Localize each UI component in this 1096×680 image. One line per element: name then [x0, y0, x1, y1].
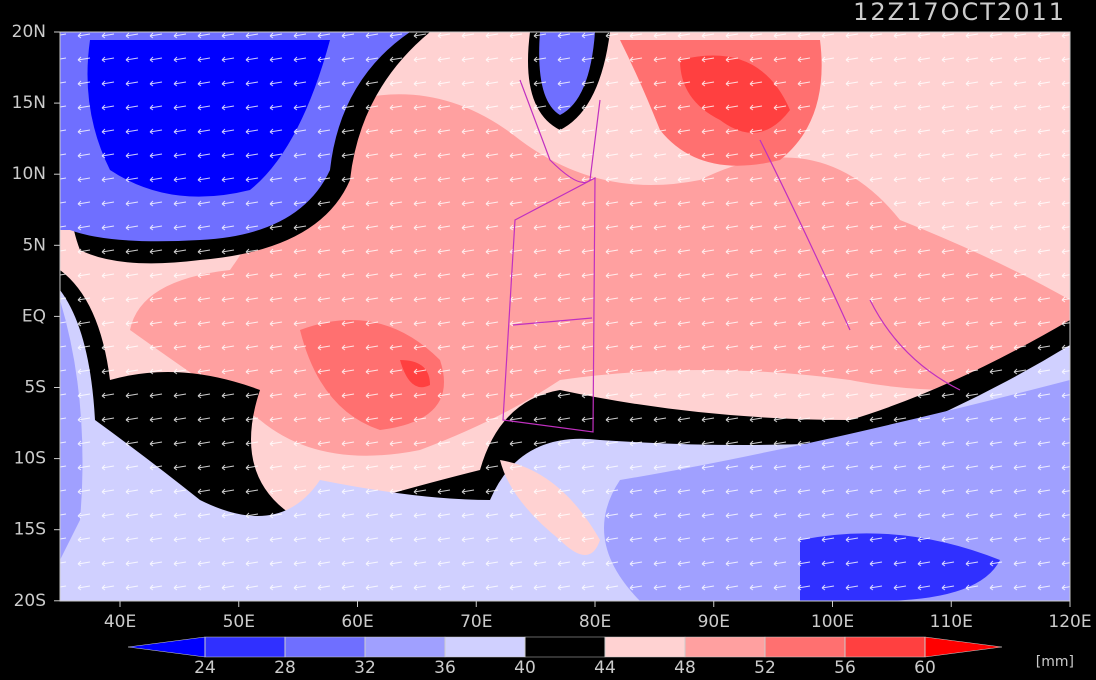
wind-vectors — [60, 32, 1070, 601]
colorbar-unit: [mm] — [1036, 654, 1074, 670]
colorbar-box — [444, 636, 526, 658]
lat-label: 15S — [14, 520, 46, 540]
lat-label: 5S — [24, 378, 46, 398]
lon-label: 90E — [698, 612, 730, 632]
colorbar-label: 56 — [834, 658, 856, 678]
lon-label: 50E — [223, 612, 255, 632]
lon-label: 120E — [1048, 612, 1091, 632]
colorbar-label: 36 — [434, 658, 456, 678]
lat-label: 5N — [22, 235, 46, 255]
colorbar-box — [684, 636, 766, 658]
colorbar-box — [204, 636, 286, 658]
colorbar-label: 40 — [514, 658, 536, 678]
colorbar-label: 60 — [914, 658, 936, 678]
colorbar-label: 24 — [194, 658, 216, 678]
lat-label: EQ — [22, 306, 46, 326]
colorbar-label: 32 — [354, 658, 376, 678]
lon-label: 100E — [811, 612, 854, 632]
lat-label: 10S — [14, 449, 46, 469]
colorbar-label: 52 — [754, 658, 776, 678]
lon-label: 40E — [104, 612, 136, 632]
colorbar-label: 28 — [274, 658, 296, 678]
lat-label: 20N — [12, 22, 46, 42]
colorbar-high — [924, 636, 1003, 658]
field — [60, 32, 1070, 601]
timestamp: 12Z17OCT2011 — [853, 0, 1066, 26]
colorbar-box — [284, 636, 366, 658]
colorbar-box — [604, 636, 686, 658]
lon-label: 80E — [579, 612, 611, 632]
lon-label: 110E — [930, 612, 973, 632]
colorbar-box — [764, 636, 846, 658]
lat-label: 20S — [14, 591, 46, 611]
lat-label: 15N — [12, 93, 46, 113]
lon-label: 60E — [341, 612, 373, 632]
lat-label: 10N — [12, 164, 46, 184]
colorbar-box — [524, 636, 606, 658]
colorbar-label: 44 — [594, 658, 616, 678]
colorbar-low — [127, 636, 206, 658]
colorbar-label: 48 — [674, 658, 696, 678]
colorbar-box — [364, 636, 446, 658]
coastline — [502, 79, 961, 433]
lon-label: 70E — [460, 612, 492, 632]
colorbar-box — [844, 636, 926, 658]
